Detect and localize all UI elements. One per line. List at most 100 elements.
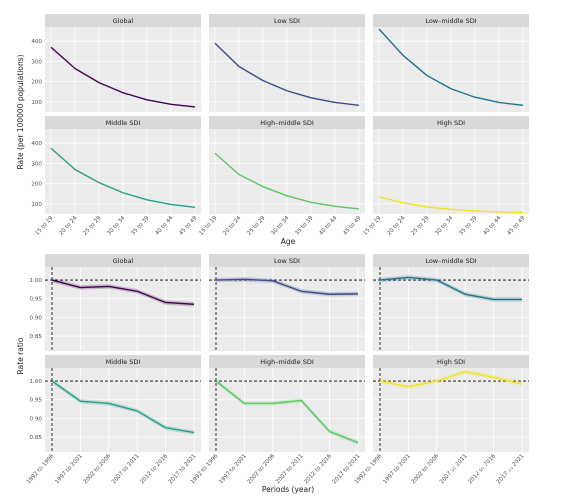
series-line [50, 46, 196, 108]
x-tick-label: 45 to 49 [178, 215, 198, 237]
series-ribbon [380, 275, 522, 302]
x-tick-label: 1997 to 2001 [54, 453, 84, 485]
x-tick-label: 1997 to 2001 [382, 453, 412, 485]
series-ribbon [216, 378, 358, 445]
x-tick-label: 35 to 39 [458, 215, 478, 237]
y-tick-label: 0.85 [30, 435, 43, 441]
facet-strip [45, 14, 201, 27]
watermark-text: 公众号 · 平信医学科研平台 [427, 461, 559, 475]
facet-strip [209, 355, 365, 368]
top-x-axis-title: Age [281, 237, 296, 246]
x-tick-label: 2012 to 2016 [303, 453, 333, 485]
x-tick-label: 2002 to 2006 [83, 453, 113, 485]
x-tick-label: 20 to 24 [58, 215, 78, 237]
y-tick-label: 1.00 [30, 278, 43, 284]
facet-strip [45, 116, 201, 129]
x-tick-label: 2007 to 2011 [275, 453, 305, 485]
facet-title: Low SDI [274, 257, 300, 265]
facet-title: High SDI [437, 358, 465, 366]
series-line [51, 380, 195, 434]
y-tick-label: 0.90 [30, 315, 43, 321]
series-line [379, 276, 522, 301]
x-tick-label: 2012 to 2016 [139, 453, 169, 485]
panel-background [373, 267, 529, 351]
series-line [214, 42, 360, 107]
x-tick-label: 15 to 19 [198, 215, 218, 237]
bottom-x-axis-title: Periods (year) [262, 485, 314, 494]
panel-background [45, 368, 201, 452]
facet-title: Low–middle SDI [425, 257, 476, 265]
y-tick-label: 1.00 [30, 379, 43, 385]
panel-background [209, 368, 365, 452]
y-tick-label: 100 [31, 100, 42, 106]
facet-title: Global [113, 17, 134, 25]
facet-title: High SDI [437, 119, 465, 127]
y-tick-label: 400 [31, 39, 42, 45]
x-tick-label: 25 to 29 [82, 215, 102, 237]
x-tick-label: 30 to 34 [434, 215, 454, 237]
facet-title: Middle SDI [106, 358, 141, 366]
panel-background [45, 267, 201, 351]
y-tick-label: 0.95 [30, 297, 43, 303]
facet-title: Low SDI [274, 17, 300, 25]
facet-panel: High SDI 15 to 19 20 to 24 25 to 29 30 to 34… [362, 116, 529, 237]
series-line [378, 28, 524, 107]
series-line [215, 278, 359, 295]
facet-panel: Middle SDI 0.85 0.90 0.95 1.00 1992 to 199619… [26, 355, 201, 485]
facet-panel: Global 100 200 300 400 [31, 14, 201, 112]
series-ribbon [380, 369, 522, 389]
facet-strip [209, 116, 365, 129]
series-line [51, 279, 195, 306]
facet-panel: Low–middle SDI [373, 14, 529, 112]
x-tick-label: 40 to 44 [482, 215, 502, 237]
facet-strip [373, 116, 529, 129]
y-tick-label: 300 [31, 161, 42, 167]
x-tick-label: 25 to 29 [410, 215, 430, 237]
series-line [215, 380, 359, 444]
top-y-axis-title: Rate (per 100000 populations) [16, 54, 25, 169]
y-tick-label: 200 [31, 80, 42, 86]
x-tick-label: 20 to 24 [386, 215, 406, 237]
y-tick-label: 400 [31, 141, 42, 147]
facet-panel: Middle SDI 100 200 300 400 15 to 19 20 to 24 25… [31, 116, 201, 237]
y-tick-label: 0.95 [30, 398, 43, 404]
bottom-y-axis-title: Rate ratio [16, 337, 25, 374]
x-tick-label: 15 to 19 [362, 215, 382, 237]
panel-background [209, 267, 365, 351]
facet-strip [373, 254, 529, 267]
y-tick-label: 0.90 [30, 416, 43, 422]
x-tick-label: 30 to 34 [106, 215, 126, 237]
x-tick-label: 25 to 29 [246, 215, 266, 237]
y-tick-label: 300 [31, 59, 42, 65]
facet-title: Middle SDI [106, 119, 141, 127]
y-tick-label: 0.85 [30, 334, 43, 340]
x-tick-label: 30 to 34 [270, 215, 290, 237]
facet-panel: Low SDI [209, 254, 365, 351]
series-line [378, 196, 524, 214]
series-ribbon [216, 277, 358, 297]
x-tick-label: 2007 to 2011 [111, 453, 141, 485]
x-tick-label: 2002 to 2006 [247, 453, 277, 485]
facet-panel: Global 0.85 0.90 0.95 1.00 [30, 254, 201, 351]
facet-strip [209, 14, 365, 27]
series-line [214, 152, 360, 210]
x-tick-label: 20 to 24 [222, 215, 242, 237]
facet-panel: Low–middle SDI [373, 254, 529, 351]
panel-background [373, 368, 529, 452]
x-tick-label: 1997 to 2001 [218, 453, 248, 485]
x-tick-label: 35 to 39 [130, 215, 150, 237]
x-tick-label: 45 to 49 [342, 215, 362, 237]
panels-layer: Global 100 200 300 400 Low SDI Low–middle SDI M… [26, 14, 529, 485]
x-tick-label: 45 to 49 [506, 215, 526, 237]
y-tick-label: 100 [31, 202, 42, 208]
facet-strip [373, 14, 529, 27]
x-tick-label: 35 to 39 [294, 215, 314, 237]
x-tick-label: 15 to 19 [34, 215, 54, 237]
facet-strip [45, 254, 201, 267]
x-tick-label: 40 to 44 [318, 215, 338, 237]
facet-title: High–middle SDI [260, 358, 314, 366]
facet-title: Low–middle SDI [425, 17, 476, 25]
facet-strip [373, 355, 529, 368]
